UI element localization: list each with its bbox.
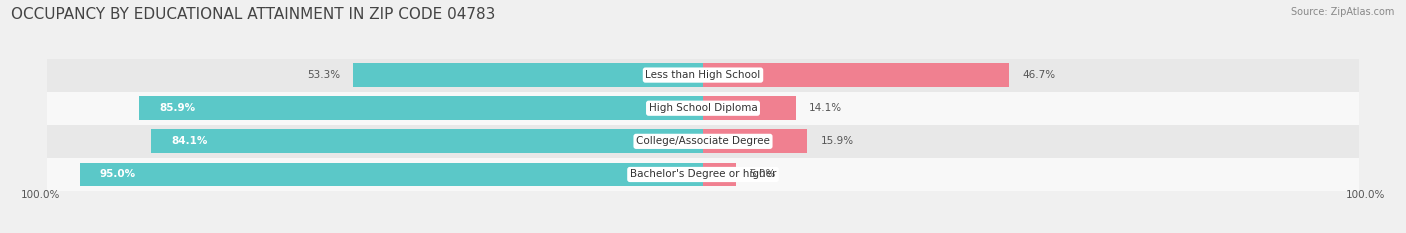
Bar (80, 163, 703, 186)
Text: 84.1%: 84.1% (172, 136, 207, 146)
Text: High School Diploma: High School Diploma (648, 103, 758, 113)
Text: 46.7%: 46.7% (1022, 70, 1056, 80)
Bar (46, 58, 1360, 92)
Text: 15.9%: 15.9% (821, 136, 853, 146)
Bar (46, 92, 1360, 125)
Text: 95.0%: 95.0% (100, 169, 135, 179)
Text: 100.0%: 100.0% (1346, 190, 1385, 200)
Bar (353, 63, 703, 87)
Bar (152, 129, 703, 153)
Bar (703, 163, 735, 186)
Text: 85.9%: 85.9% (159, 103, 195, 113)
Text: 5.0%: 5.0% (749, 169, 775, 179)
Bar (46, 125, 1360, 158)
Text: Less than High School: Less than High School (645, 70, 761, 80)
Bar (703, 96, 796, 120)
Bar (46, 158, 1360, 191)
Text: 100.0%: 100.0% (21, 190, 60, 200)
Text: 53.3%: 53.3% (307, 70, 340, 80)
Text: Bachelor's Degree or higher: Bachelor's Degree or higher (630, 169, 776, 179)
Text: 14.1%: 14.1% (808, 103, 842, 113)
Text: Source: ZipAtlas.com: Source: ZipAtlas.com (1291, 7, 1395, 17)
Bar (139, 96, 703, 120)
Text: OCCUPANCY BY EDUCATIONAL ATTAINMENT IN ZIP CODE 04783: OCCUPANCY BY EDUCATIONAL ATTAINMENT IN Z… (11, 7, 496, 22)
Text: College/Associate Degree: College/Associate Degree (636, 136, 770, 146)
Bar (703, 63, 1010, 87)
Bar (703, 129, 807, 153)
